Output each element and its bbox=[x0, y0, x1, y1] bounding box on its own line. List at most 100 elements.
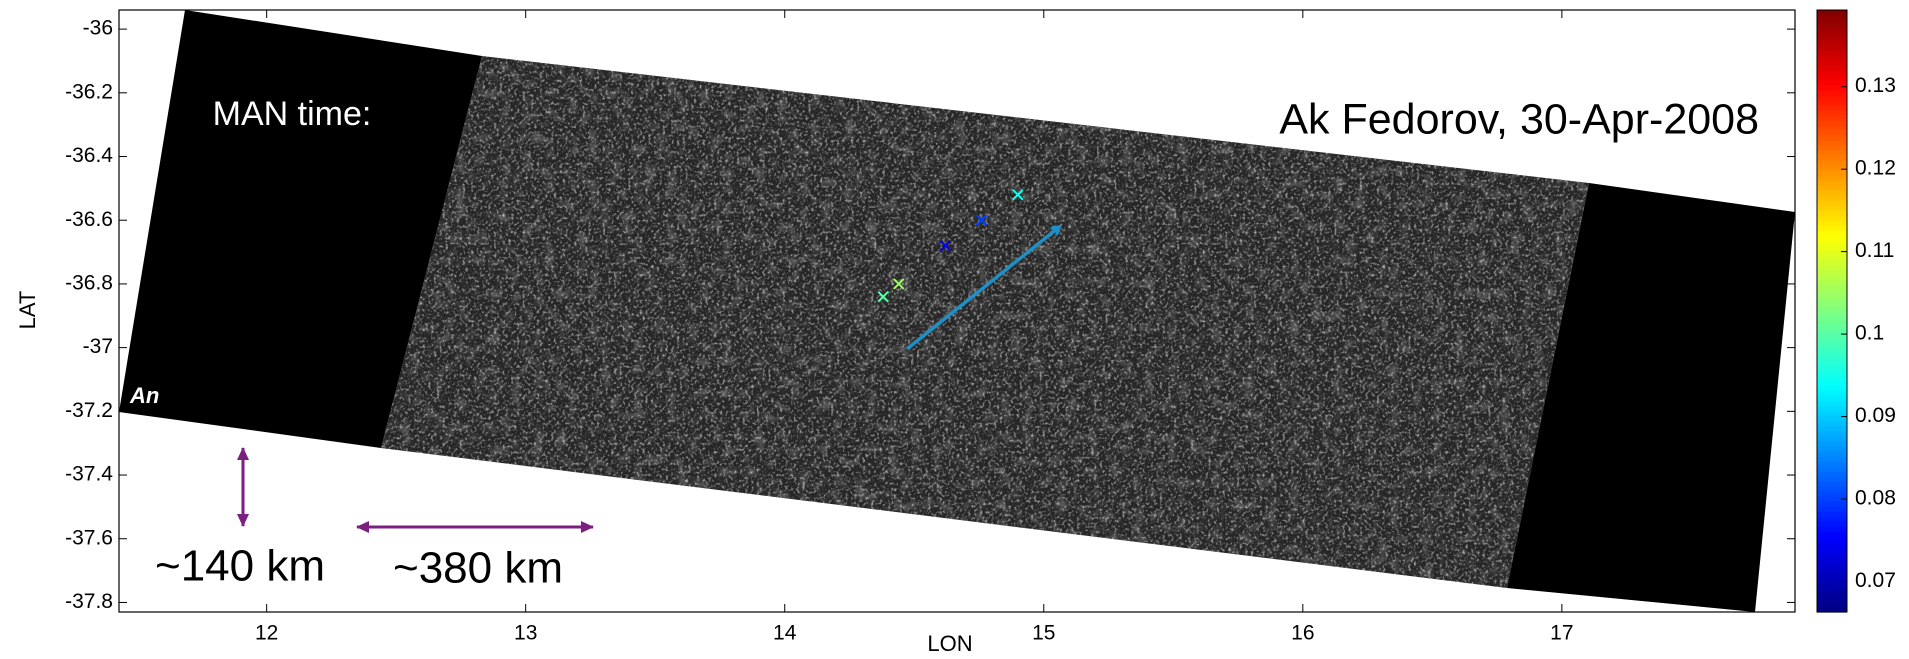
colorbar-step bbox=[1817, 30, 1847, 36]
colorbar-step bbox=[1817, 135, 1847, 141]
colorbar-step bbox=[1817, 271, 1847, 277]
colorbar-step bbox=[1817, 557, 1847, 563]
colorbar-step bbox=[1817, 150, 1847, 156]
man-time: 12:32 bbox=[249, 320, 334, 358]
colorbar-step bbox=[1817, 366, 1847, 372]
colorbar-step bbox=[1817, 60, 1847, 66]
colorbar-step bbox=[1817, 311, 1847, 317]
y-axis-label: LAT bbox=[15, 291, 40, 330]
colorbar-step bbox=[1817, 246, 1847, 252]
colorbar-step bbox=[1817, 301, 1847, 307]
colorbar-step bbox=[1817, 20, 1847, 26]
colorbar-step bbox=[1817, 90, 1847, 96]
y-tick-label: -37.2 bbox=[65, 399, 113, 422]
colorbar-tick-label: 0.08 bbox=[1855, 487, 1896, 510]
colorbar-step bbox=[1817, 85, 1847, 91]
colorbar-step bbox=[1817, 386, 1847, 392]
colorbar-step bbox=[1817, 431, 1847, 437]
scale-label: ~380 km bbox=[393, 544, 563, 593]
colorbar-step bbox=[1817, 356, 1847, 362]
man-time: 8:15 bbox=[259, 185, 325, 223]
colorbar-tick-label: 0.1 bbox=[1855, 322, 1884, 345]
colorbar-step bbox=[1817, 396, 1847, 402]
y-tick-label: -36.4 bbox=[65, 144, 113, 167]
x-tick-label: 13 bbox=[514, 622, 537, 645]
colorbar-step bbox=[1817, 502, 1847, 508]
colorbar-step bbox=[1817, 306, 1847, 312]
colorbar-step bbox=[1817, 115, 1847, 121]
colorbar-step bbox=[1817, 291, 1847, 297]
colorbar-step bbox=[1817, 381, 1847, 387]
colorbar-step bbox=[1817, 532, 1847, 538]
colorbar-step bbox=[1817, 376, 1847, 382]
colorbar-step bbox=[1817, 537, 1847, 543]
colorbar-step bbox=[1817, 276, 1847, 282]
colorbar-step bbox=[1817, 201, 1847, 207]
colorbar: 0.070.080.090.10.110.120.13 bbox=[1817, 10, 1896, 613]
colorbar-step bbox=[1817, 15, 1847, 21]
colorbar-step bbox=[1817, 517, 1847, 523]
chart: Ak Fedorov, 30-Apr-2008 LON LAT MAN time… bbox=[0, 0, 1909, 659]
colorbar-step bbox=[1817, 552, 1847, 558]
colorbar-step bbox=[1817, 25, 1847, 31]
colorbar-step bbox=[1817, 547, 1847, 553]
colorbar-tick-label: 0.07 bbox=[1855, 569, 1896, 592]
colorbar-step bbox=[1817, 467, 1847, 473]
colorbar-step bbox=[1817, 241, 1847, 247]
colorbar-step bbox=[1817, 120, 1847, 126]
colorbar-step bbox=[1817, 211, 1847, 217]
x-axis-label: LON bbox=[927, 631, 972, 656]
colorbar-step bbox=[1817, 487, 1847, 493]
region-label: An bbox=[129, 383, 159, 408]
colorbar-step bbox=[1817, 281, 1847, 287]
y-tick-label: -37.8 bbox=[65, 590, 113, 613]
man-time-label: MAN time: bbox=[213, 95, 372, 133]
colorbar-step bbox=[1817, 55, 1847, 61]
colorbar-step bbox=[1817, 361, 1847, 367]
colorbar-step bbox=[1817, 35, 1847, 41]
colorbar-step bbox=[1817, 206, 1847, 212]
y-tick-label: -36 bbox=[83, 17, 113, 40]
y-tick-label: -36.8 bbox=[65, 271, 113, 294]
colorbar-step bbox=[1817, 341, 1847, 347]
colorbar-step bbox=[1817, 65, 1847, 71]
colorbar-step bbox=[1817, 351, 1847, 357]
colorbar-step bbox=[1817, 326, 1847, 332]
man-time: 9:58 bbox=[259, 230, 325, 268]
colorbar-tick-label: 0.12 bbox=[1855, 157, 1896, 180]
colorbar-step bbox=[1817, 602, 1847, 608]
colorbar-step bbox=[1817, 196, 1847, 202]
colorbar-step bbox=[1817, 130, 1847, 136]
colorbar-step bbox=[1817, 316, 1847, 322]
colorbar-step bbox=[1817, 336, 1847, 342]
colorbar-step bbox=[1817, 216, 1847, 222]
colorbar-step bbox=[1817, 482, 1847, 488]
colorbar-step bbox=[1817, 472, 1847, 478]
x-tick-label: 17 bbox=[1550, 622, 1573, 645]
colorbar-step bbox=[1817, 10, 1847, 16]
colorbar-step bbox=[1817, 401, 1847, 407]
scale-label: ~140 km bbox=[155, 542, 325, 591]
colorbar-step bbox=[1817, 296, 1847, 302]
colorbar-step bbox=[1817, 105, 1847, 111]
colorbar-step bbox=[1817, 161, 1847, 167]
y-tick-label: -36.6 bbox=[65, 208, 113, 231]
colorbar-step bbox=[1817, 542, 1847, 548]
colorbar-step bbox=[1817, 110, 1847, 116]
colorbar-step bbox=[1817, 186, 1847, 192]
colorbar-step bbox=[1817, 125, 1847, 131]
colorbar-step bbox=[1817, 492, 1847, 498]
y-tick-label: -37.4 bbox=[65, 463, 113, 486]
colorbar-step bbox=[1817, 507, 1847, 513]
colorbar-step bbox=[1817, 406, 1847, 412]
colorbar-step bbox=[1817, 166, 1847, 172]
colorbar-step bbox=[1817, 231, 1847, 237]
man-time: 11:17 bbox=[251, 275, 334, 313]
colorbar-step bbox=[1817, 286, 1847, 292]
colorbar-step bbox=[1817, 181, 1847, 187]
colorbar-step bbox=[1817, 567, 1847, 573]
colorbar-step bbox=[1817, 75, 1847, 81]
colorbar-step bbox=[1817, 416, 1847, 422]
x-tick-label: 14 bbox=[773, 622, 797, 645]
colorbar-tick-label: 0.11 bbox=[1855, 239, 1894, 262]
